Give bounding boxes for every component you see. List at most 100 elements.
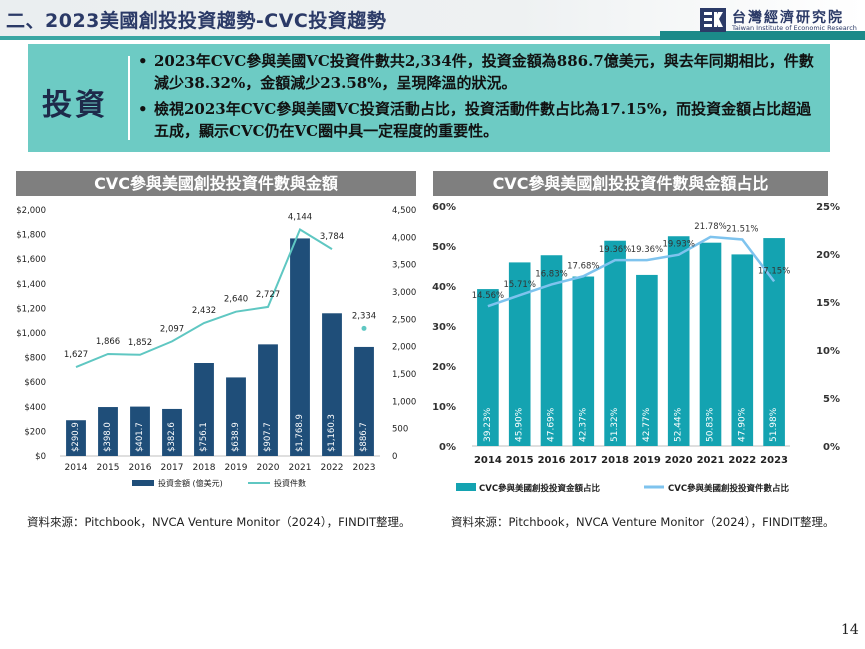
- line-label: 2,432: [192, 306, 216, 316]
- x-tick: 2015: [97, 463, 120, 473]
- y-tick-right: 15%: [816, 298, 840, 309]
- legend-swatch-amount: [132, 480, 154, 486]
- line-label: 2,097: [160, 324, 184, 334]
- count-marker-2023: [361, 325, 367, 331]
- bar: [540, 255, 563, 446]
- page-title: 二、2023美國創投投資趨勢-CVC投資趨勢: [6, 10, 387, 32]
- y-tick-right: 0: [392, 452, 397, 462]
- bar-label: $756.1: [199, 422, 209, 452]
- bar: [572, 276, 595, 446]
- y-tick-left: $800: [24, 354, 46, 364]
- line-label: 1,627: [64, 350, 88, 360]
- y-tick-right: 3,000: [392, 288, 416, 298]
- legend-label-amount-share: CVC參與美國創投投資金額占比: [479, 483, 601, 494]
- bar: [636, 274, 658, 446]
- y-tick-right: 2,500: [392, 315, 416, 325]
- source-note-right: 資料來源：Pitchbook，NVCA Venture Monitor（2024…: [451, 515, 835, 529]
- legend-label-count: 投資件數: [274, 478, 306, 488]
- y-tick-left: 40%: [432, 282, 456, 293]
- bar-label: $382.6: [167, 422, 177, 452]
- bar-label: 42.77%: [642, 407, 652, 442]
- x-tick: 2016: [129, 463, 152, 473]
- y-tick-right: 3,500: [392, 261, 416, 271]
- y-tick-left: $1,400: [16, 280, 46, 290]
- y-tick-right: 25%: [816, 202, 840, 213]
- x-tick: 2014: [474, 455, 502, 466]
- bar: [604, 240, 626, 446]
- line-label: 17.68%: [567, 261, 599, 271]
- logo-name-zh: 台灣經濟研究院: [732, 10, 844, 26]
- y-tick-left: 0%: [439, 442, 456, 453]
- x-tick: 2020: [665, 455, 693, 466]
- x-tick: 2019: [633, 455, 661, 466]
- legend-label-count-share: CVC參與美國創投投資件數占比: [668, 483, 790, 494]
- line-label: 21.51%: [726, 225, 758, 235]
- y-tick-left: $1,200: [16, 304, 46, 314]
- x-tick: 2022: [728, 455, 756, 466]
- summary-box: 投資 2023年CVC參與美國VC投資件數共2,334件，投資金額為886.7億…: [28, 44, 830, 152]
- header-accent-block: [660, 31, 865, 40]
- bar-label: $1,160.3: [327, 414, 337, 452]
- bar: [763, 238, 785, 446]
- line-label: 19.93%: [662, 240, 694, 250]
- bar: [354, 346, 374, 456]
- share-line: [487, 235, 776, 308]
- y-tick-right: 5%: [823, 394, 840, 405]
- y-tick-left: $1,800: [16, 231, 46, 241]
- legend-label-amount: 投資金額 (億美元): [158, 478, 223, 488]
- logo-name-en: Taiwan Institute of Economic Research: [732, 24, 857, 32]
- summary-bullet: 檢視2023年CVC參與美國VC投資活動占比，投資活動件數占比為17.15%，而…: [136, 98, 826, 142]
- x-tick: 2019: [225, 463, 248, 473]
- line-label: 21.78%: [694, 222, 726, 232]
- y-tick-right: 500: [392, 425, 408, 435]
- bar: [226, 377, 246, 456]
- bar-label: 47.90%: [737, 407, 747, 442]
- line-label: 2,727: [256, 290, 280, 300]
- line-label: 1,866: [96, 337, 120, 347]
- x-tick: 2016: [538, 455, 566, 466]
- x-tick: 2015: [506, 455, 534, 466]
- bar: [699, 242, 722, 446]
- line-label: 19.36%: [631, 245, 663, 255]
- y-tick-left: $2,000: [16, 206, 46, 216]
- summary-label: 投資: [42, 88, 108, 123]
- line-label: 17.15%: [758, 266, 790, 276]
- tier-logo-icon: [700, 8, 726, 32]
- chart-title-count-amount: CVC參與美國創投投資件數與金額: [16, 171, 416, 196]
- bar-label: $290.9: [71, 422, 81, 452]
- page-number: 14: [841, 622, 859, 638]
- bar: [194, 362, 214, 456]
- y-tick-right: 2,000: [392, 343, 416, 353]
- y-tick-left: $0: [35, 452, 46, 462]
- summary-bullets: 2023年CVC參與美國VC投資件數共2,334件，投資金額為886.7億美元，…: [136, 50, 826, 146]
- tier-logo: 台灣經濟研究院 Taiwan Institute of Economic Res…: [700, 6, 860, 34]
- line-label: 2,640: [224, 295, 248, 305]
- y-tick-right: 0%: [823, 442, 840, 453]
- summary-divider: [128, 56, 130, 140]
- y-tick-right: 1,000: [392, 397, 416, 407]
- bar: [130, 406, 150, 456]
- line-label: 3,784: [320, 232, 344, 242]
- chart-title-share: CVC參與美國創投投資件數與金額占比: [433, 171, 828, 196]
- header-accent-bar: [0, 36, 660, 40]
- bar-label: $401.7: [135, 422, 145, 452]
- bar: [98, 407, 118, 456]
- bar-label: $638.9: [231, 422, 241, 452]
- bar: [66, 420, 86, 456]
- y-tick-right: 4,500: [392, 206, 416, 216]
- x-tick: 2021: [289, 463, 312, 473]
- legend-swatch-amount-share: [456, 483, 476, 491]
- y-tick-left: $1,600: [16, 255, 46, 265]
- count-line: [75, 227, 333, 368]
- y-tick-left: 10%: [432, 402, 456, 413]
- x-tick: 2017: [569, 455, 597, 466]
- line-label: 15.71%: [503, 280, 535, 290]
- bar: [508, 262, 531, 446]
- bar: [162, 408, 182, 456]
- bar-label: $886.7: [359, 422, 369, 452]
- x-tick: 2020: [257, 463, 280, 473]
- source-note-left: 資料來源：Pitchbook，NVCA Venture Monitor（2024…: [27, 515, 411, 529]
- y-tick-left: $400: [24, 403, 46, 413]
- bar: [667, 236, 690, 446]
- y-tick-left: $200: [24, 427, 46, 437]
